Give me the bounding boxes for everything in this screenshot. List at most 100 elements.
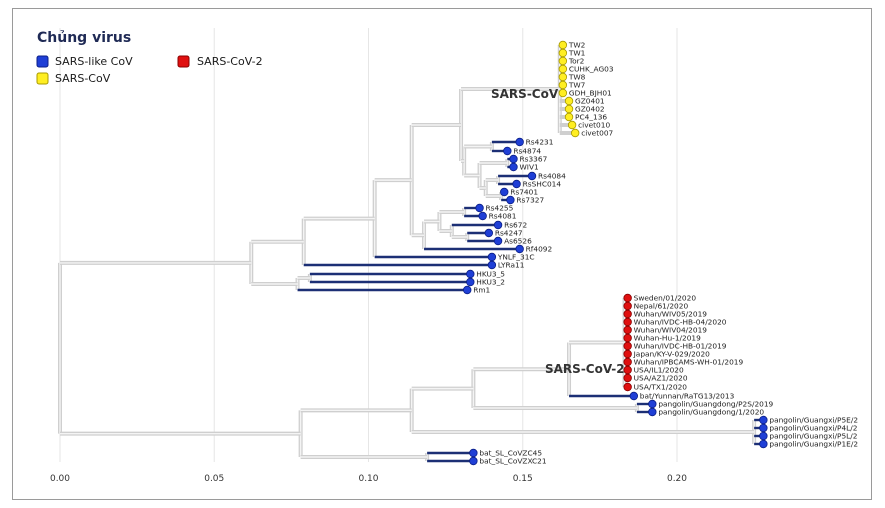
tip-label-l47: pangolin/Guangxi/P5E/2 [769,416,858,425]
tip-label-l46: pangolin/Guangdong/1/2020 [658,408,764,417]
tip-marker-l28 [487,260,497,270]
tip-label-l20: Rs7327 [516,196,544,205]
legend-label-sars-cov2: SARS-CoV-2 [197,55,263,68]
clade-label-sars-cov: SARS-CoV [491,87,559,101]
tip-label-l32: Sweden/01/2020 [634,294,697,303]
tip-marker-l2 [558,48,568,58]
tip-marker-l34 [623,309,632,319]
x-tick-label: 0.05 [204,474,224,484]
tip-marker-l36 [623,325,632,335]
tip-label-l16: WIV1 [519,163,539,172]
tip-label-l35: Wuhan/IVDC-HB-04/2020 [634,318,727,327]
tip-label-l40: Wuhan/IPBCAMS-WH-01/2019 [634,358,744,367]
tip-label-l49: pangolin/Guangxi/P5L/2 [769,432,857,441]
legend-title: Chủng virus [37,30,131,46]
tip-marker-l26 [515,244,524,254]
tip-marker-l22 [478,211,487,221]
tip-marker-l17 [527,171,537,181]
legend-swatch-sars-like [36,55,49,68]
tip-marker-l6 [558,80,568,90]
tip-label-l12: civet007 [581,129,613,138]
x-tick-label: 0.00 [50,474,70,484]
tip-marker-l46 [648,407,657,417]
tip-marker-l33 [623,301,632,311]
tip-label-l27: YNLF_31C [497,253,535,262]
tip-label-l5: TW8 [568,73,586,82]
tip-label-l10: PC4_136 [575,113,607,122]
tip-label-l6: TW7 [568,81,586,90]
x-tick-label: 0.10 [358,474,378,484]
tip-label-l14: Rs4874 [513,147,541,156]
tip-label-l29: HKU3_5 [476,270,505,279]
tree-figure-frame [12,8,872,500]
tip-marker-l31 [463,285,472,295]
tip-label-l48: pangolin/Guangxi/P4L/2 [769,424,857,433]
tip-marker-l44 [629,391,639,401]
tip-marker-l1 [558,40,568,50]
tip-marker-l11 [567,120,577,130]
tip-label-l11: civet010 [578,121,610,130]
tip-label-l50: pangolin/Guangxi/P1E/2 [769,440,858,449]
tip-marker-l50 [759,439,768,449]
tip-marker-l48 [759,423,768,433]
tip-label-l36: Wuhan/WIV04/2019 [634,326,708,335]
tip-label-l51: bat_SL_CoVZC45 [479,449,542,458]
tip-marker-l19 [500,187,509,197]
tip-label-l42: USA/AZ1/2020 [634,374,688,383]
tip-marker-l10 [564,112,574,122]
x-tick-label: 0.20 [667,474,687,484]
tip-marker-l40 [623,357,632,367]
tip-marker-l18 [512,179,521,189]
tip-label-l1: TW2 [568,41,586,50]
tip-marker-l14 [503,146,512,156]
tip-marker-l27 [487,252,497,262]
tip-label-l44: bat/Yunnan/RaTG13/2013 [640,392,735,401]
tip-label-l25: As6526 [504,237,532,246]
tip-marker-l13 [515,137,524,147]
tip-marker-l3 [558,56,568,66]
tip-label-l19: Rs7401 [510,188,538,197]
tip-marker-l29 [466,269,475,279]
tip-label-l13: Rs4231 [526,138,554,147]
x-tick-label: 0.15 [513,474,533,484]
tip-marker-l52 [469,456,478,466]
tip-label-l37: Wuhan-Hu-1/2019 [634,334,701,343]
label-layer: TW2TW1Tor2CUHK_AG03TW8TW7GDH_BJH01GZ0401… [473,41,858,466]
tip-label-l2: TW1 [568,49,586,58]
tip-label-l23: Rs672 [504,221,527,230]
tip-marker-l25 [493,236,503,246]
tip-marker-l43 [623,382,632,392]
tip-marker-l35 [623,317,632,327]
tip-marker-l23 [493,220,503,230]
tip-label-l45: pangolin/Guangdong/P2S/2019 [658,400,773,409]
tip-label-l21: Rs4255 [486,204,514,213]
tip-marker-l7 [558,88,568,98]
tip-label-l22: Rs4081 [489,212,517,221]
tip-marker-l9 [564,104,574,114]
tip-marker-l47 [759,415,768,425]
tip-marker-l12 [570,128,580,138]
tip-label-l18: RsSHC014 [523,180,562,189]
tip-marker-l38 [623,341,632,351]
tip-marker-l4 [558,64,568,74]
tip-label-l52: bat_SL_CoVZXC21 [479,457,547,466]
legend-swatch-sars-cov [36,72,49,85]
tip-marker-l42 [623,373,632,383]
tip-label-l15: Rs3367 [519,155,547,164]
tip-label-l34: Wuhan/WIV05/2019 [634,310,708,319]
tip-label-l41: USA/IL1/2020 [634,366,684,375]
tip-layer [463,40,768,466]
tip-label-l17: Rs4084 [538,172,566,181]
legend-label-sars-cov: SARS-CoV [55,72,111,85]
tip-marker-l5 [558,72,568,82]
tip-label-l3: Tor2 [568,57,585,66]
tip-marker-l45 [648,399,657,409]
tip-label-l4: CUHK_AG03 [569,65,614,74]
tip-marker-l51 [469,448,478,458]
tip-label-l9: GZ0402 [575,105,605,114]
legend-label-sars-like: SARS-like CoV [55,55,133,68]
tip-marker-l21 [475,203,484,213]
tip-label-l43: USA/TX1/2020 [634,383,688,392]
tip-marker-l30 [466,277,475,287]
